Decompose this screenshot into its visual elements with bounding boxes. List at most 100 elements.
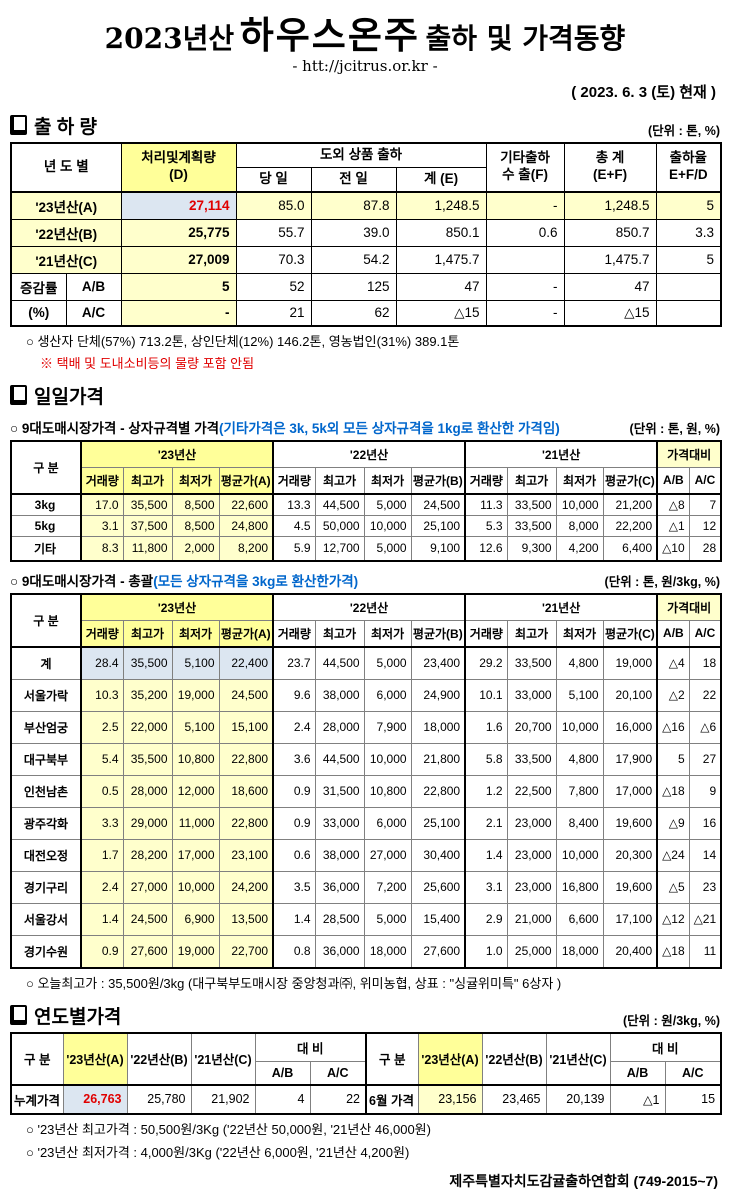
value-cell: 39.0 — [310, 218, 397, 247]
value-cell: 33,500 — [506, 646, 557, 680]
col-qty: 거래량 — [80, 619, 124, 648]
value-cell: 5,100 — [171, 646, 220, 680]
col-sum-e: 계 (E) — [395, 166, 487, 193]
by-size-table-body: 3kg 17.0 35,500 8,500 22,600 13.3 44,500 5,000 2… — [10, 493, 722, 562]
value-cell: 17,000 — [171, 838, 220, 872]
value-cell: 28,000 — [314, 710, 365, 744]
table-row: 5kg 3.1 37,500 8,500 24,800 4.5 50,000 10,000 25… — [10, 514, 722, 537]
value-cell: 28,500 — [314, 902, 365, 936]
value-cell: 3.3 — [80, 806, 124, 840]
value-cell: 0.9 — [272, 774, 316, 808]
table-row: 대구북부 5.4 35,500 10,800 22,800 3.6 44,500 10,000… — [10, 742, 722, 776]
value-cell: 28.4 — [80, 646, 124, 680]
value-cell: 8.3 — [80, 535, 124, 562]
table-row: 기타 8.3 11,800 2,000 8,200 5.9 12,700 5,000 9,100… — [10, 535, 722, 562]
col-y22b: '22년산(B) — [481, 1032, 547, 1086]
daily-heading: 일일가격 — [10, 382, 104, 409]
value-cell: 55.7 — [235, 218, 312, 247]
value-cell: 0.9 — [272, 806, 316, 840]
col-daebi-group: 대 비 — [609, 1032, 722, 1062]
row-label: 경기수원 — [10, 934, 82, 969]
value-cell: 17,000 — [602, 774, 658, 808]
value-cell: △21 — [688, 902, 722, 936]
value-cell: 25,100 — [410, 514, 466, 537]
value-cell: △15 — [395, 299, 487, 327]
col-qty: 거래량 — [464, 619, 508, 648]
col-y21c: '21년산(C) — [545, 1032, 611, 1086]
value-cell: 44,500 — [314, 646, 365, 680]
value-cell: 0.6 — [272, 838, 316, 872]
value-cell: 19,600 — [602, 806, 658, 840]
today-high-note: ○ 오늘최고가 : 35,500원/3kg (대구북부도매시장 중앙청과㈜, 위… — [26, 975, 562, 991]
row-label: 3kg — [10, 493, 82, 516]
col-group-outside: 도외 상품 출하 — [235, 142, 487, 168]
col-etc-line2: 수 출(F) — [502, 167, 548, 183]
value-cell: 47 — [395, 272, 487, 301]
value-cell: 38,000 — [314, 678, 365, 712]
col-y21-group: '21년산 — [464, 593, 658, 621]
value-cell: 3.1 — [464, 870, 508, 904]
value-cell: 23,000 — [506, 838, 557, 872]
col-prev: 전 일 — [310, 166, 397, 193]
daily-heading-label: 일일가격 — [34, 386, 104, 408]
col-plan: 처리및계획량 (D) — [120, 142, 237, 193]
value-cell: 3.6 — [272, 742, 316, 776]
value-cell: 44,500 — [314, 493, 365, 516]
col-total-line1: 총 계 — [595, 150, 625, 166]
title-rest: 출하 및 가격동향 — [425, 22, 626, 55]
site-url: - htt://jcitrus.or.kr - — [292, 56, 438, 75]
value-cell: △16 — [656, 710, 690, 744]
document-icon — [10, 115, 27, 136]
value-cell: △6 — [688, 710, 722, 744]
table-row: 경기수원 0.9 27,600 19,000 22,700 0.8 36,000 18,000… — [10, 934, 722, 969]
value-cell: 5,000 — [363, 902, 412, 936]
yearly-table-head: 구 분 '23년산(A) '22년산(B) '21년산(C) 대 비 구 분 '… — [10, 1032, 722, 1086]
value-cell: 10,000 — [363, 514, 412, 537]
value-cell: 1.0 — [464, 934, 508, 969]
value-cell: △2 — [656, 678, 690, 712]
col-high: 최고가 — [122, 619, 173, 648]
value-cell: 7,800 — [555, 774, 604, 808]
overall-title-text: ○ 9대도매시장가격 - 총괄 — [10, 573, 154, 589]
value-cell: 22 — [309, 1084, 367, 1115]
value-cell: 5,000 — [363, 535, 412, 562]
value-cell: 2.4 — [272, 710, 316, 744]
by-size-table: 구 분 '23년산 '22년산 '21년산 가격대비 거래량 최고가 최저가 평… — [10, 439, 723, 562]
value-cell: 2.5 — [80, 710, 124, 744]
value-cell: 27 — [688, 742, 722, 776]
value-cell: 23,156 — [417, 1084, 483, 1115]
row-label: 부산엄궁 — [10, 710, 82, 744]
value-cell: 18,600 — [218, 774, 274, 808]
value-cell: 22,600 — [218, 493, 274, 516]
value-cell: 1.6 — [464, 710, 508, 744]
value-cell: 28,000 — [122, 774, 173, 808]
value-cell: 52 — [235, 272, 312, 301]
value-cell: 24,800 — [218, 514, 274, 537]
col-y23-group: '23년산 — [80, 440, 274, 468]
value-cell: 25,775 — [120, 218, 237, 247]
value-cell: 19,600 — [602, 870, 658, 904]
yearly-unit: (단위 : 원/3kg, %) — [622, 1013, 720, 1028]
value-cell: △8 — [656, 493, 690, 516]
col-avg-b: 평균가(B) — [410, 619, 466, 648]
value-cell: 27,009 — [120, 245, 237, 274]
value-cell: 7,200 — [363, 870, 412, 904]
col-daebi-group: 대 비 — [254, 1032, 367, 1062]
value-cell: 22,700 — [218, 934, 274, 969]
col-high: 최고가 — [122, 466, 173, 495]
table-row: 서울가락 10.3 35,200 19,000 24,500 9.6 38,000 6,000… — [10, 678, 722, 712]
value-cell: 62 — [310, 299, 397, 327]
col-y22b: '22년산(B) — [126, 1032, 192, 1086]
value-cell: 1.7 — [80, 838, 124, 872]
value-cell: 10.1 — [464, 678, 508, 712]
row-label: 경기구리 — [10, 870, 82, 904]
value-cell: 33,500 — [506, 493, 557, 516]
value-cell: 0.6 — [485, 218, 565, 247]
value-cell: 1.4 — [80, 902, 124, 936]
col-total: 총 계 (E+F) — [563, 142, 657, 193]
value-cell: 12.6 — [464, 535, 508, 562]
by-size-title-note: (기타가격은 3k, 5k외 모든 상자규격을 1kg로 환산한 가격임) — [219, 420, 560, 436]
col-y22-group: '22년산 — [272, 440, 466, 468]
row-label: '23년산(A) — [10, 191, 122, 220]
col-y23a: '23년산(A) — [417, 1032, 483, 1086]
